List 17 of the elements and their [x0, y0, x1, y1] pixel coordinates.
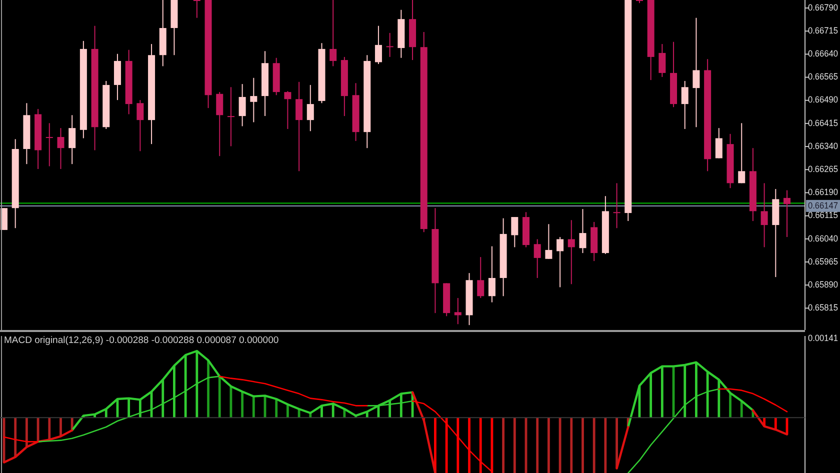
y-tick-label: 0.66340	[808, 140, 840, 151]
chart-title: MACD original(12,26,9) -0.000288 -0.000288 0.000087 0.000000	[4, 335, 279, 346]
y-tick-label: 0.65965	[808, 256, 840, 266]
y-tick-label: 0.66640	[808, 48, 840, 59]
y-tick-label: 0.66790	[808, 2, 840, 12]
y-tick-label: 0.66040	[808, 233, 840, 244]
y-tick-label: 0.65890	[808, 279, 840, 290]
y-tick-label: 0.66565	[808, 72, 840, 82]
y-tick-label: 0.66415	[808, 118, 840, 128]
y-tick-label: 0.65815	[808, 302, 840, 313]
y-tick-label: 0.66265	[808, 164, 840, 174]
y-tick-label: 0.66490	[808, 94, 840, 105]
ref-line-label: 0.66147	[808, 200, 840, 210]
y-tick-label: 0.66715	[808, 25, 840, 36]
y-tick-label: 0.66190	[808, 187, 840, 198]
y-tick-label: 0.66115	[808, 210, 840, 220]
text: 0.00141	[808, 333, 840, 343]
